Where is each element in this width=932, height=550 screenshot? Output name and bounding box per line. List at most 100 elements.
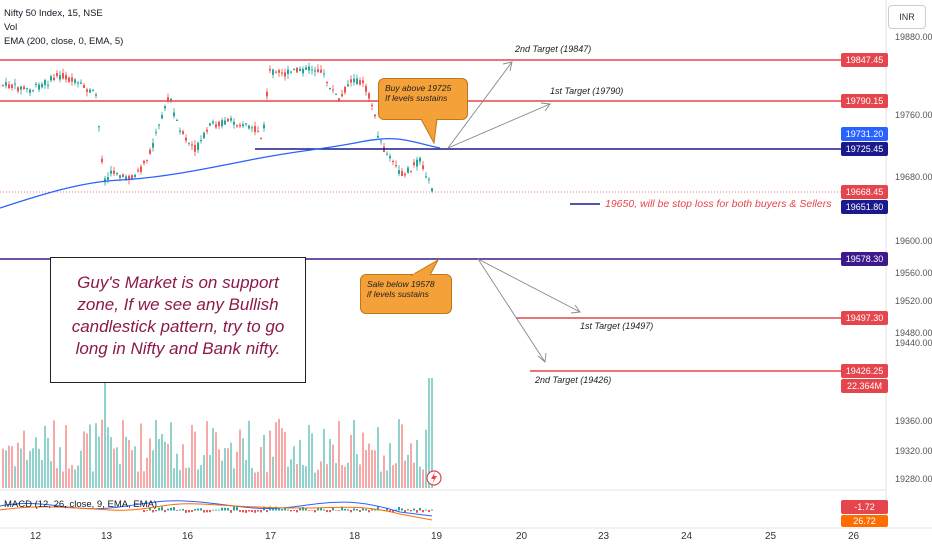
candle-body <box>227 118 229 122</box>
macd-signal-line <box>0 503 433 521</box>
candle-body <box>74 79 76 83</box>
volume-bar <box>392 465 394 488</box>
macd-bar <box>185 510 187 513</box>
macd-bar <box>347 509 349 511</box>
volume-bar <box>50 461 52 488</box>
candle-body <box>371 104 373 107</box>
volume-legend[interactable]: Vol <box>4 22 18 33</box>
candle-body <box>329 87 331 90</box>
candle-body <box>23 86 25 90</box>
volume-bar <box>269 430 271 488</box>
lower-target-2-label[interactable]: 2nd Target (19426) <box>535 375 612 385</box>
candle-body <box>353 78 355 83</box>
price-tag-lower-target-1: 19497.30 <box>841 311 888 325</box>
candle-body <box>362 80 364 84</box>
volume-bar <box>236 451 238 488</box>
candle-body <box>317 69 319 72</box>
candle-body <box>104 178 106 183</box>
analysis-note[interactable]: Guy's Market is on support zone, If we s… <box>50 257 306 383</box>
volume-bar <box>251 467 253 488</box>
macd-legend[interactable]: MACD (12, 26, close, 9, EMA, EMA) <box>4 499 158 510</box>
volume-bar <box>389 443 391 488</box>
candle-body <box>341 94 343 97</box>
volume-bar <box>227 448 229 488</box>
macd-bar <box>293 510 295 511</box>
candle-body <box>2 84 4 86</box>
candle-body <box>305 67 307 70</box>
volume-bar <box>107 427 109 488</box>
volume-bar <box>356 454 358 488</box>
sell-callout[interactable]: Sale below 19578 if levels sustains <box>360 274 452 314</box>
candle-body <box>53 77 55 80</box>
candle-body <box>113 170 115 174</box>
macd-bar <box>332 507 334 511</box>
candle-body <box>401 171 403 176</box>
candle-body <box>365 85 367 92</box>
volume-bar <box>32 448 34 488</box>
macd-bar <box>377 506 379 511</box>
candle-body <box>263 124 265 129</box>
candle-body <box>281 72 283 74</box>
candle-body <box>236 125 238 127</box>
upper-target-2-label[interactable]: 2nd Target (19847) <box>515 44 592 54</box>
volume-bar <box>320 461 322 488</box>
volume-bar <box>8 445 10 488</box>
macd-bar <box>206 510 208 513</box>
volume-bar <box>86 433 88 488</box>
macd-bar <box>155 510 157 512</box>
macd-bar <box>299 507 301 511</box>
candle-body <box>368 93 370 99</box>
macd-bar <box>272 507 274 511</box>
macd-bar <box>302 506 304 511</box>
candle-body <box>386 153 388 155</box>
lightning-icon[interactable] <box>426 470 442 486</box>
buy-callout[interactable]: Buy above 19725 If levels sustains <box>378 78 468 120</box>
candle-body <box>11 84 13 88</box>
candle-body <box>50 76 52 81</box>
price-tick: 19520.00 <box>895 296 932 306</box>
candle-body <box>254 126 256 132</box>
symbol-title[interactable]: Nifty 50 Index, 15, NSE <box>4 8 103 19</box>
candle-body <box>209 123 211 126</box>
macd-bar <box>344 508 346 511</box>
macd-bar <box>374 509 376 511</box>
x-axis-label: 23 <box>598 531 610 542</box>
candle-body <box>389 156 391 159</box>
ema-legend[interactable]: EMA (200, close, 0, EMA, 5) <box>4 36 124 47</box>
stop-loss-label[interactable]: 19650, will be stop loss for both buyers… <box>605 198 832 210</box>
price-tag-volume: 22.364M <box>841 379 888 393</box>
macd-bar <box>395 509 397 511</box>
macd-bar <box>323 509 325 511</box>
volume-bar <box>428 378 430 488</box>
macd-bar <box>329 510 331 513</box>
volume-bar <box>290 459 292 488</box>
upper-target-1-label[interactable]: 1st Target (19790) <box>550 86 624 96</box>
candle-body <box>257 131 259 133</box>
volume-bar <box>68 468 70 488</box>
volume-bar <box>14 466 16 488</box>
currency-button[interactable]: INR <box>888 5 926 29</box>
volume-bar <box>386 470 388 488</box>
macd-bar <box>161 506 163 511</box>
volume-bar <box>419 466 421 488</box>
candle-body <box>260 138 262 140</box>
candle-body <box>233 121 235 125</box>
candle-body <box>116 172 118 175</box>
macd-bar <box>152 510 154 513</box>
candle-body <box>176 119 178 121</box>
candle-body <box>98 126 100 128</box>
volume-bar <box>131 450 133 488</box>
lower-target-1-label[interactable]: 1st Target (19497) <box>580 321 654 331</box>
volume-bar <box>257 471 259 488</box>
volume-bar <box>281 428 283 488</box>
macd-bar <box>305 508 307 511</box>
candle-body <box>5 82 7 86</box>
candle-body <box>392 160 394 162</box>
candle-body <box>299 68 301 71</box>
macd-bar <box>401 508 403 511</box>
volume-bar <box>239 429 241 488</box>
macd-bar <box>425 509 427 511</box>
price-tick: 19560.00 <box>895 268 932 278</box>
